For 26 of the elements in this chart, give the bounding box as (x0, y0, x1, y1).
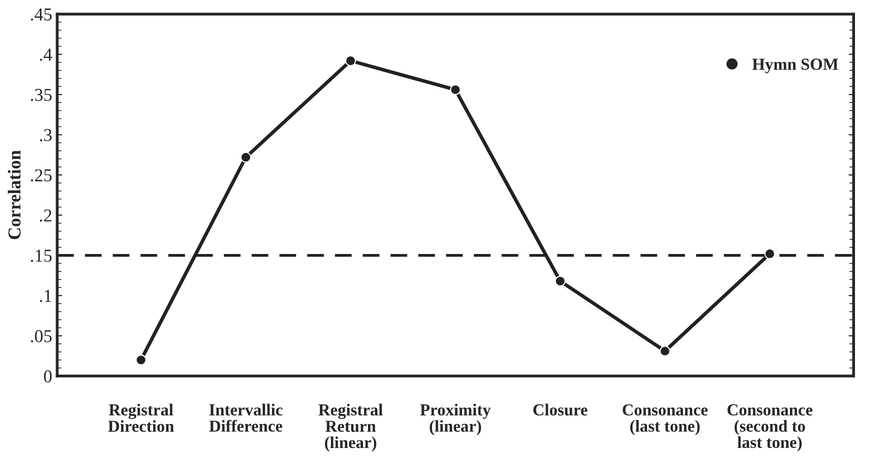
point (554, 276, 566, 286)
x-tick-label: Registral Direction (108, 404, 174, 432)
x-tick-label: Consonance (last tone) (622, 404, 708, 436)
point (345, 55, 356, 66)
y-tick-label: .3 (40, 129, 52, 142)
point (764, 248, 776, 260)
point (240, 152, 252, 163)
y-tick-label: 0 (44, 370, 52, 382)
x-tick-label: Proximity (linear) (420, 404, 491, 436)
y-tick-label: .35 (30, 88, 52, 102)
y-axis-title: Correlation (8, 150, 21, 240)
y-tick-label: .1 (40, 290, 52, 302)
x-tick-label: Registral Return (linear) (318, 404, 383, 452)
y-tick-label: .4 (40, 48, 52, 61)
y-tick-label: .45 (30, 8, 52, 21)
x-tick-label: Consonance (second to last tone) (728, 404, 812, 452)
point (136, 354, 146, 366)
legend-label: Hymn SOM (752, 58, 838, 74)
x-tick-label: Closure (533, 404, 588, 416)
y-tick-label: .15 (30, 250, 52, 262)
y-tick-label: .25 (30, 169, 52, 182)
x-tick-label: Intervallic Difference (209, 404, 282, 432)
point (450, 84, 461, 96)
y-tick-label: .2 (40, 209, 52, 222)
point (660, 346, 670, 356)
y-tick-label: .05 (30, 330, 52, 342)
